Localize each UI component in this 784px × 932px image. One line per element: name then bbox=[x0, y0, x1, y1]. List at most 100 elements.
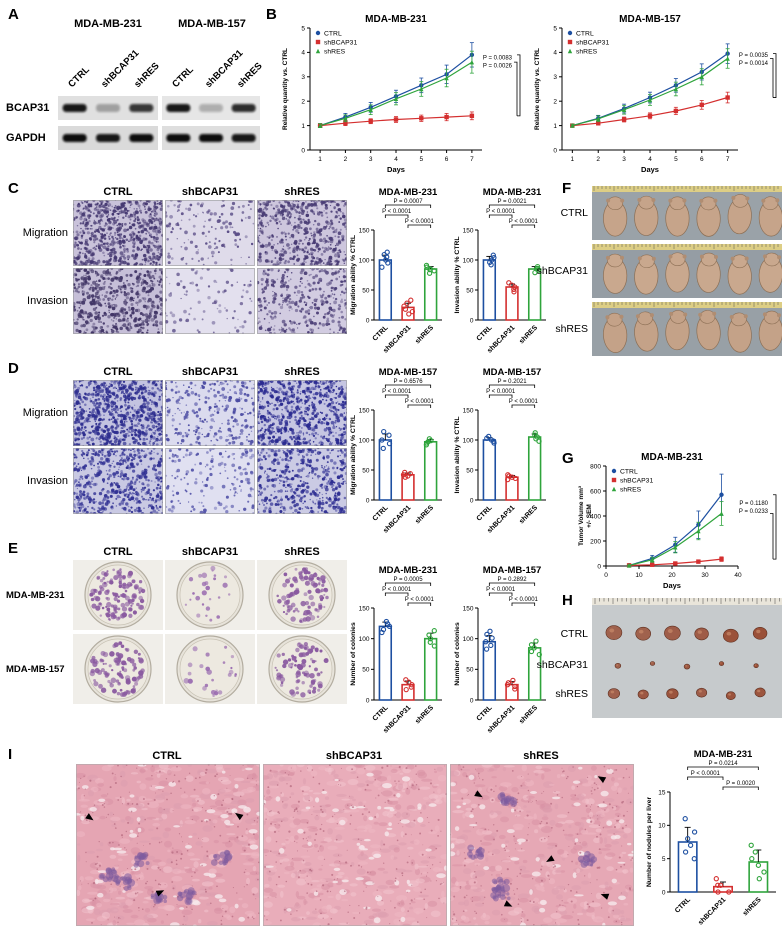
svg-text:4: 4 bbox=[648, 156, 652, 163]
panel-i-col-header-ctrl: CTRL bbox=[152, 750, 182, 762]
micrograph-invasion-shres-157 bbox=[257, 448, 347, 514]
panel-i-letter: I bbox=[8, 746, 13, 763]
chart-colonies-mda-mb-231: MDA-MB-231 0 50 100 150 Number of colonies CTR… bbox=[348, 564, 448, 736]
panel-a-band-label-gapdh: GAPDH bbox=[6, 132, 46, 144]
panel-a-group-header-157: MDA-MB-157 bbox=[178, 18, 246, 30]
chart-migration-mda-mb-231: MDA-MB-231 0 50 100 150 Migration ability % C… bbox=[348, 186, 448, 356]
svg-text:0: 0 bbox=[301, 147, 305, 154]
svg-text:3: 3 bbox=[622, 156, 626, 163]
panel-b-letter: B bbox=[266, 6, 277, 23]
micrograph-migration-ctrl-231 bbox=[73, 200, 163, 266]
panel-i-col-header-shres: shRES bbox=[523, 750, 559, 762]
panel-e-col-header-ctrl: CTRL bbox=[103, 546, 133, 558]
panel-f-label-shres: shRES bbox=[555, 323, 588, 335]
panel-d-row-label-migration: Migration bbox=[22, 407, 68, 419]
panel-c-col-header-shbcap31: shBCAP31 bbox=[181, 186, 239, 198]
svg-text:3: 3 bbox=[301, 74, 305, 81]
micrograph-migration-shbcap31-157 bbox=[165, 380, 255, 446]
panel-i-col-header-shbcap31: shBCAP31 bbox=[325, 750, 383, 762]
chart-migration-mda-mb-157: MDA-MB-157 0 50 100 150 Migration ability % C… bbox=[348, 366, 448, 536]
svg-text:6: 6 bbox=[700, 156, 704, 163]
svg-text:CTRL: CTRL bbox=[372, 324, 391, 343]
svg-text:P = 0.0021: P = 0.0021 bbox=[497, 199, 527, 205]
svg-text:P = 0.0035: P = 0.0035 bbox=[739, 53, 769, 59]
chart-colonies-mda-mb-157: MDA-MB-157 0 50 100 150 Number of colonies CTR… bbox=[452, 564, 552, 736]
micrograph-migration-ctrl-157 bbox=[73, 380, 163, 446]
svg-text:MDA-MB-157: MDA-MB-157 bbox=[619, 14, 681, 25]
svg-text:3: 3 bbox=[553, 74, 557, 81]
panel-a-lane-label: CTRL bbox=[170, 64, 196, 90]
chart-liver-nodules: MDA-MB-231 0 5 10 15 Number of nodules per li… bbox=[644, 748, 782, 928]
svg-text:shBCAP31: shBCAP31 bbox=[324, 39, 357, 46]
svg-text:150: 150 bbox=[463, 227, 474, 234]
svg-text:5: 5 bbox=[674, 156, 678, 163]
svg-text:MDA-MB-231: MDA-MB-231 bbox=[379, 187, 438, 198]
micrograph-migration-shbcap31-231 bbox=[165, 200, 255, 266]
western-blot-bcap31-231 bbox=[58, 96, 158, 120]
panel-d-col-header-shbcap31: shBCAP31 bbox=[181, 366, 239, 378]
western-blot-gapdh-157 bbox=[162, 126, 260, 150]
svg-text:CTRL: CTRL bbox=[576, 30, 594, 37]
svg-text:1: 1 bbox=[301, 123, 305, 130]
svg-text:CTRL: CTRL bbox=[324, 30, 342, 37]
panel-g-letter: G bbox=[562, 450, 574, 467]
panel-h-label-shres: shRES bbox=[555, 688, 588, 700]
svg-text:0: 0 bbox=[366, 317, 370, 324]
svg-text:Days: Days bbox=[641, 165, 659, 174]
chart-proliferation-mda-mb-231: MDA-MB-231 1 2 3 4 5 6 7 0 1 2 3 4 5 Days Relative quan… bbox=[280, 12, 526, 176]
svg-text:50: 50 bbox=[362, 287, 370, 294]
histology-liver-shbcap31 bbox=[263, 764, 447, 926]
svg-text:P = 0.0014: P = 0.0014 bbox=[739, 61, 769, 67]
svg-text:2: 2 bbox=[596, 156, 600, 163]
panel-c-letter: C bbox=[8, 180, 19, 197]
svg-text:Relative quantity vs. CTRL: Relative quantity vs. CTRL bbox=[282, 48, 289, 130]
colony-plate-shbcap31-231 bbox=[165, 560, 255, 630]
svg-text:100: 100 bbox=[359, 257, 370, 264]
chart-invasion-mda-mb-157: MDA-MB-157 0 50 100 150 Invasion ability % CT… bbox=[452, 366, 552, 536]
svg-text:0: 0 bbox=[553, 147, 557, 154]
svg-text:150: 150 bbox=[359, 227, 370, 234]
svg-text:MDA-MB-231: MDA-MB-231 bbox=[483, 187, 542, 198]
svg-text:Days: Days bbox=[387, 165, 405, 174]
svg-text:P = 0.0083: P = 0.0083 bbox=[483, 56, 513, 62]
svg-text:shRES: shRES bbox=[414, 324, 435, 345]
svg-text:P < 0.0001: P < 0.0001 bbox=[382, 209, 412, 215]
micrograph-invasion-shres-231 bbox=[257, 268, 347, 334]
panel-e-col-header-shres: shRES bbox=[284, 546, 320, 558]
panel-h-letter: H bbox=[562, 592, 573, 609]
panel-c-col-header-shres: shRES bbox=[284, 186, 320, 198]
svg-text:4: 4 bbox=[301, 50, 305, 57]
svg-text:Relative quantity vs. CTRL: Relative quantity vs. CTRL bbox=[534, 48, 541, 130]
histology-liver-shres bbox=[450, 764, 634, 926]
svg-text:1: 1 bbox=[571, 156, 575, 163]
panel-a-lane-label: shRES bbox=[132, 60, 162, 90]
svg-text:6: 6 bbox=[445, 156, 449, 163]
colony-plate-shres-231 bbox=[257, 560, 347, 630]
micrograph-invasion-shbcap31-231 bbox=[165, 268, 255, 334]
panel-c-row-label-invasion: Invasion bbox=[27, 295, 68, 307]
micrograph-invasion-ctrl-157 bbox=[73, 448, 163, 514]
photo-mice-ctrl bbox=[592, 186, 782, 240]
panel-d-letter: D bbox=[8, 360, 19, 377]
colony-plate-ctrl-157 bbox=[73, 634, 163, 704]
panel-e-letter: E bbox=[8, 540, 19, 557]
svg-text:2: 2 bbox=[344, 156, 348, 163]
panel-h-label-ctrl: CTRL bbox=[560, 628, 588, 640]
svg-text:2: 2 bbox=[301, 99, 305, 106]
panel-a-band-label-bcap31: BCAP31 bbox=[6, 102, 50, 114]
panel-d-col-header-ctrl: CTRL bbox=[103, 366, 133, 378]
svg-text:3: 3 bbox=[369, 156, 373, 163]
svg-text:50: 50 bbox=[466, 287, 474, 294]
micrograph-migration-shres-231 bbox=[257, 200, 347, 266]
micrograph-migration-shres-157 bbox=[257, 380, 347, 446]
svg-text:100: 100 bbox=[463, 257, 474, 264]
panel-c-row-label-migration: Migration bbox=[22, 227, 68, 239]
svg-text:P < 0.0001: P < 0.0001 bbox=[509, 219, 539, 225]
western-blot-gapdh-231 bbox=[58, 126, 158, 150]
svg-text:Migration ability % CTRL: Migration ability % CTRL bbox=[350, 235, 357, 315]
panel-d-row-label-invasion: Invasion bbox=[27, 475, 68, 487]
svg-text:P = 0.0026: P = 0.0026 bbox=[483, 64, 513, 70]
svg-text:7: 7 bbox=[470, 156, 474, 163]
svg-text:shBCAP31: shBCAP31 bbox=[576, 39, 609, 46]
